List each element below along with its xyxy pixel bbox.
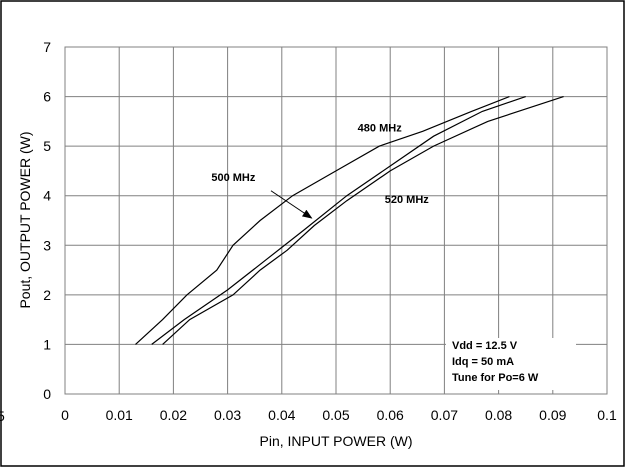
horizontal-gridlines xyxy=(65,96,607,345)
x-tick-label: 0.06 xyxy=(377,407,404,423)
x-tick-labels: 0 0.01 0.02 0.03 0.04 0.05 0.06 0.07 0.08 0.09 0.1 xyxy=(61,407,617,423)
y-tick-label: 3 xyxy=(43,237,51,253)
series-annotation: 500 MHz xyxy=(211,172,256,184)
y-tick-label: 7 xyxy=(43,39,51,55)
x-tick-label: 0.05 xyxy=(322,407,349,423)
x-tick-label: 0.08 xyxy=(485,407,512,423)
condition-idq: Idq = 50 mA xyxy=(452,356,514,368)
y-tick-label: 1 xyxy=(43,336,51,352)
x-tick-label: 0 xyxy=(61,407,69,423)
series-annotation: 480 MHz xyxy=(358,122,403,134)
conditions-box xyxy=(446,338,576,390)
y-tick-label: 5 xyxy=(43,138,51,154)
y-tick-label: 6 xyxy=(43,89,51,105)
x-tick-label: 0.07 xyxy=(431,407,458,423)
series-annotation: 520 MHz xyxy=(385,194,430,206)
y-tick-label: 2 xyxy=(43,287,51,303)
annotations: 480 MHz 500 MHz 520 MHz xyxy=(211,122,429,206)
x-tick-label: 0.04 xyxy=(268,407,295,423)
series-line-520-mhz xyxy=(162,96,564,345)
y-tick-label: 4 xyxy=(43,188,51,204)
series-line-500-mhz xyxy=(151,96,526,345)
y-tick-labels: 0 1 2 3 4 5 6 7 xyxy=(43,39,51,402)
vertical-gridlines xyxy=(118,47,554,394)
x-tick-label: 0.1 xyxy=(597,407,617,423)
side-mark: 5 xyxy=(0,408,5,424)
x-tick-label: 0.03 xyxy=(214,407,241,423)
x-tick-label: 0.09 xyxy=(539,407,566,423)
y-tick-label: 0 xyxy=(43,386,51,402)
x-axis-label: Pin, INPUT POWER (W) xyxy=(260,433,413,449)
series-lines xyxy=(135,96,564,345)
y-axis-label: Pout, OUTPUT POWER (W) xyxy=(17,131,33,308)
annotation-arrow xyxy=(270,190,313,219)
series-line-480-mhz xyxy=(135,96,510,345)
condition-tune: Tune for Po=6 W xyxy=(452,372,539,384)
x-tick-label: 0.01 xyxy=(106,407,133,423)
condition-vdd: Vdd = 12.5 V xyxy=(452,340,518,352)
x-tick-label: 0.02 xyxy=(160,407,187,423)
